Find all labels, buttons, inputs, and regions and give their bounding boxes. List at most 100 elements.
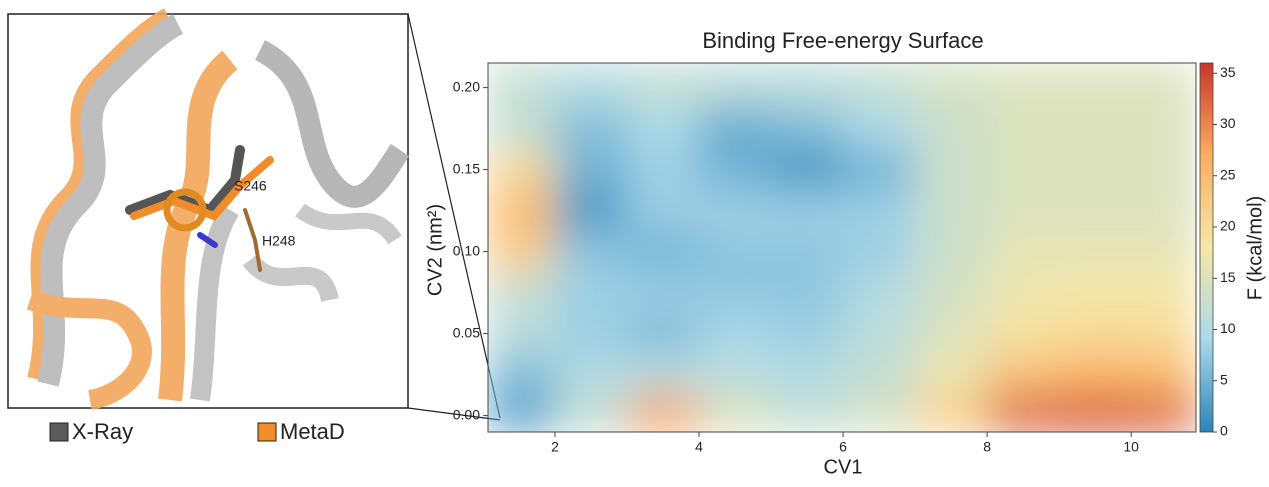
heat-cell: [1058, 312, 1132, 355]
heat-cell: [986, 312, 1060, 355]
heat-cell: [1058, 394, 1132, 432]
x-tick-label: 4: [695, 439, 703, 455]
heat-cell: [488, 189, 556, 232]
residue-label: H248: [262, 233, 296, 249]
zoom-line: [407, 13, 501, 419]
heat-cell: [1130, 353, 1196, 396]
heat-cell: [1130, 271, 1196, 314]
legend: X-Ray MetaD: [49, 419, 345, 444]
colorbar-tick-label: 0: [1220, 423, 1228, 439]
heat-cell: [1130, 189, 1196, 232]
heat-cell: [554, 63, 628, 109]
heat-cell: [626, 63, 700, 109]
heat-cell: [554, 353, 628, 396]
heat-cell: [770, 107, 844, 150]
heat-cell: [698, 148, 772, 191]
heat-cell: [1130, 63, 1196, 109]
heat-cell: [488, 230, 556, 273]
heat-cell: [1058, 107, 1132, 150]
y-tick-label: 0.15: [453, 160, 480, 176]
heat-cell: [770, 312, 844, 355]
heat-cell: [770, 230, 844, 273]
heat-cell: [986, 148, 1060, 191]
colorbar-label: F (kcal/mol): [1244, 196, 1266, 300]
heat-cell: [1130, 312, 1196, 355]
heat-cell: [986, 107, 1060, 150]
heat-cell: [488, 271, 556, 314]
heat-cell: [554, 189, 628, 232]
heat-cell: [986, 189, 1060, 232]
heat-cell: [770, 353, 844, 396]
heat-cell: [488, 394, 556, 432]
heat-cell: [914, 230, 988, 273]
heat-cell: [554, 271, 628, 314]
heat-cell: [488, 148, 556, 191]
heat-cell: [770, 271, 844, 314]
colorbar-tick-label: 10: [1220, 320, 1236, 336]
heat-cell: [626, 107, 700, 150]
heat-cell: [626, 394, 700, 432]
colorbar-tick-label: 15: [1220, 269, 1236, 285]
heat-cell: [1130, 148, 1196, 191]
heat-cell: [698, 63, 772, 109]
colorbar: [1199, 62, 1214, 433]
colorbar-tick-label: 20: [1220, 218, 1236, 234]
heat-cell: [554, 394, 628, 432]
colorbar-tick-label: 5: [1220, 371, 1228, 387]
heatmap: [488, 63, 1196, 432]
heat-cell: [1058, 230, 1132, 273]
heat-cell: [1130, 107, 1196, 150]
heat-cell: [626, 312, 700, 355]
ligand: [125, 145, 274, 272]
legend-swatch: [257, 422, 277, 442]
x-axis-label: CV1: [824, 456, 863, 478]
heat-cell: [842, 271, 916, 314]
heatmap-cells: [488, 63, 1196, 432]
y-axis-label: CV2 (nm²): [424, 204, 446, 296]
y-tick-label: 0.10: [453, 242, 480, 258]
heat-cell: [842, 63, 916, 109]
heat-cell: [1058, 148, 1132, 191]
heat-cell: [842, 312, 916, 355]
chart-title: Binding Free-energy Surface: [702, 28, 983, 53]
heat-cell: [1130, 394, 1196, 432]
heat-cell: [626, 271, 700, 314]
y-tick-label: 0.20: [453, 78, 480, 94]
heat-cell: [986, 63, 1060, 109]
heat-cell: [698, 271, 772, 314]
colorbar-tick-label: 30: [1220, 115, 1236, 131]
heat-cell: [914, 271, 988, 314]
heat-cell: [698, 189, 772, 232]
heat-cell: [842, 394, 916, 432]
x-tick-label: 10: [1123, 439, 1139, 455]
heat-cell: [626, 148, 700, 191]
heat-cell: [554, 312, 628, 355]
heat-cell: [986, 394, 1060, 432]
x-tick-label: 2: [551, 439, 559, 455]
heat-cell: [986, 271, 1060, 314]
structure-panel: S246 H248: [7, 8, 501, 421]
heat-cell: [698, 312, 772, 355]
ribbons: [26, 8, 410, 410]
x-tick-label: 8: [983, 439, 991, 455]
heat-cell: [842, 107, 916, 150]
colorbar-tick-label: 25: [1220, 166, 1236, 182]
plot-frame: [487, 62, 1197, 433]
legend-label: X-Ray: [72, 419, 133, 444]
heat-cell: [770, 394, 844, 432]
heat-cell: [626, 189, 700, 232]
heat-cell: [1058, 353, 1132, 396]
heat-cell: [698, 107, 772, 150]
heat-cell: [914, 189, 988, 232]
heat-cell: [626, 353, 700, 396]
heat-cell: [488, 63, 556, 109]
heat-cell: [842, 148, 916, 191]
heat-cell: [986, 353, 1060, 396]
legend-label: MetaD: [280, 419, 345, 444]
heat-cell: [770, 63, 844, 109]
heat-cell: [914, 312, 988, 355]
heat-cell: [554, 148, 628, 191]
x-tick-label: 6: [839, 439, 847, 455]
residue-label: S246: [234, 178, 267, 194]
